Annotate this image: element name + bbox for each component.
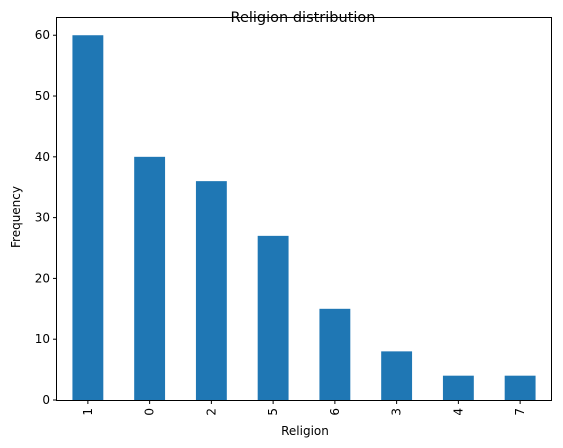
bar-4 xyxy=(442,375,474,400)
y-tick-label-50: 50 xyxy=(35,89,50,103)
y-axis-label: Frequency xyxy=(9,186,23,248)
x-tick-label-2: 2 xyxy=(204,408,218,416)
y-tick-label-60: 60 xyxy=(35,28,50,42)
bars-group xyxy=(72,35,536,400)
bar-1 xyxy=(72,35,104,400)
bar-0 xyxy=(134,156,166,400)
plot-frame xyxy=(56,17,552,401)
y-tick-label-0: 0 xyxy=(42,393,50,407)
x-tick-label-5: 5 xyxy=(266,408,280,416)
bar-6 xyxy=(319,308,351,400)
bar-3 xyxy=(381,351,413,400)
bar-7 xyxy=(504,375,536,400)
x-axis-label: Religion xyxy=(281,424,329,438)
x-axis-ticks: 1 0 2 5 6 3 4 7 xyxy=(81,400,527,416)
bar-2 xyxy=(195,181,227,400)
x-tick-label-6: 6 xyxy=(328,408,342,416)
y-tick-label-30: 30 xyxy=(35,211,50,225)
x-tick-label-1: 1 xyxy=(81,408,95,416)
y-tick-label-20: 20 xyxy=(35,271,50,285)
x-tick-label-0: 0 xyxy=(143,408,157,416)
bar-5 xyxy=(257,235,289,400)
x-tick-label-3: 3 xyxy=(390,408,404,416)
y-tick-label-40: 40 xyxy=(35,150,50,164)
x-tick-label-7: 7 xyxy=(513,408,527,416)
y-tick-label-10: 10 xyxy=(35,332,50,346)
x-tick-label-4: 4 xyxy=(451,408,465,416)
